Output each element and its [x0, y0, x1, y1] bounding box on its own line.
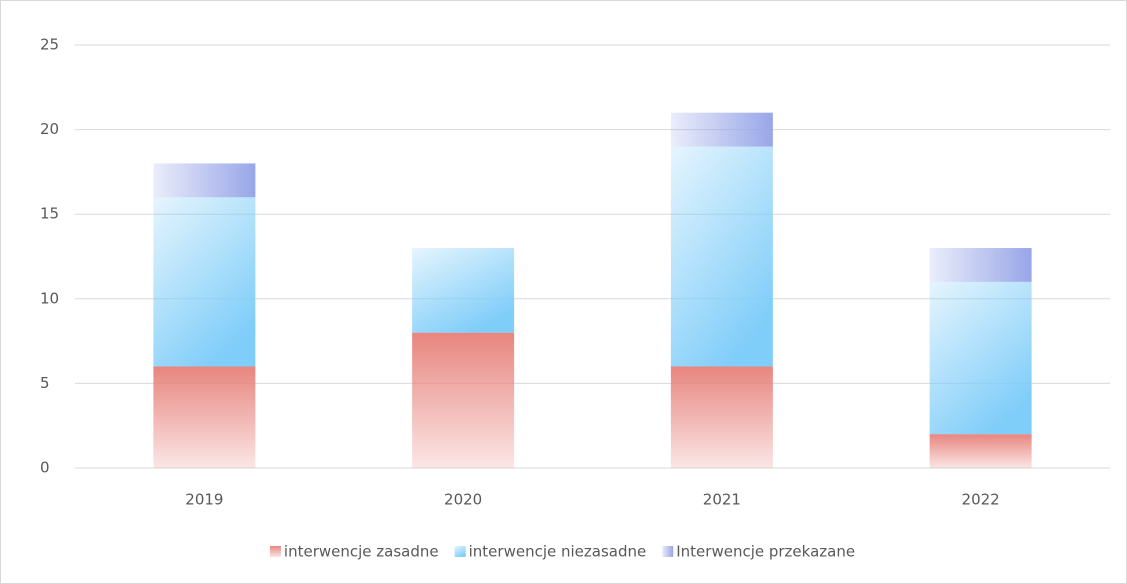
legend: interwencje zasadne interwencje niezasadn…: [269, 543, 855, 561]
legend-swatch: [269, 546, 281, 557]
y-tick-label: 10: [40, 289, 59, 307]
bar-segment: [670, 146, 773, 367]
bar-segment: [929, 248, 1032, 282]
y-tick-label: 20: [40, 120, 59, 138]
legend-label: interwencje niezasadne: [469, 543, 647, 561]
x-tick-label: 2019: [185, 491, 223, 509]
legend-swatch: [454, 546, 466, 557]
bar-segment: [929, 434, 1032, 468]
x-tick-label: 2021: [703, 491, 741, 509]
bar-segment: [670, 366, 773, 468]
bar-segment: [153, 197, 256, 367]
x-tick-label: 2022: [962, 491, 1000, 509]
legend-label: Interwencje przekazane: [676, 543, 855, 561]
bar-segment: [412, 332, 515, 468]
y-tick-label: 25: [40, 36, 59, 54]
bar-segment: [153, 366, 256, 468]
y-tick-label: 0: [40, 459, 50, 477]
y-tick-label: 15: [40, 205, 59, 223]
legend-label: interwencje zasadne: [284, 543, 439, 561]
bar-segment: [412, 248, 515, 333]
x-tick-label: 2020: [444, 491, 482, 509]
bar-segment: [153, 163, 256, 198]
bar-segment: [670, 112, 773, 147]
legend-swatch: [662, 546, 674, 557]
bar-segment: [929, 281, 1032, 435]
y-tick-label: 5: [40, 374, 50, 392]
